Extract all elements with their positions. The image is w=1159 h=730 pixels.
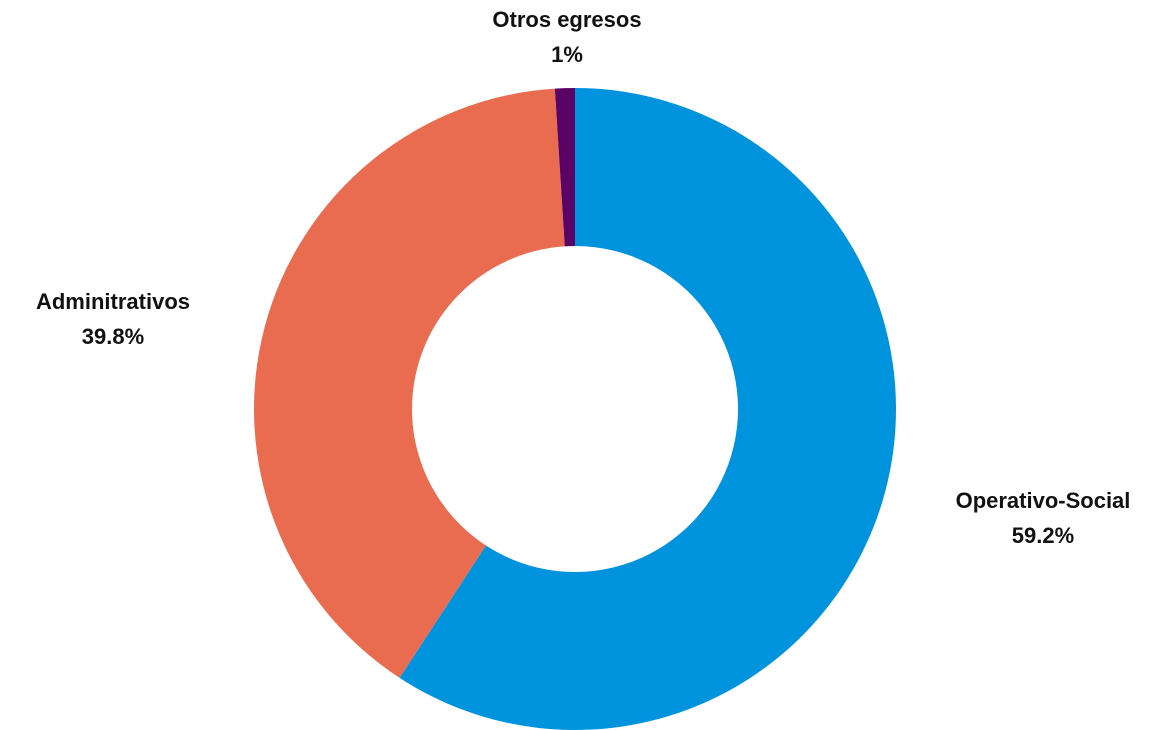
slice-label-name: Adminitrativos [36,289,190,314]
donut-slices [254,88,896,730]
slice-label-name: Otros egresos [492,7,641,32]
slice-label-operativo-social: Operativo-Social 59.2% [956,488,1131,548]
slice-label-value: 1% [551,42,583,67]
slice-adminitrativos [254,88,565,678]
slice-label-adminitrativos: Adminitrativos 39.8% [36,289,190,349]
slice-label-name: Operativo-Social [956,488,1131,513]
slice-labels: Operativo-Social 59.2% Adminitrativos 39.8%… [36,7,1130,548]
slice-label-value: 59.2% [1012,523,1074,548]
slice-otros-egresos [554,88,575,247]
slice-label-otros-egresos: Otros egresos 1% [492,7,641,67]
slice-operativo-social [399,88,896,730]
slice-label-value: 39.8% [82,324,144,349]
